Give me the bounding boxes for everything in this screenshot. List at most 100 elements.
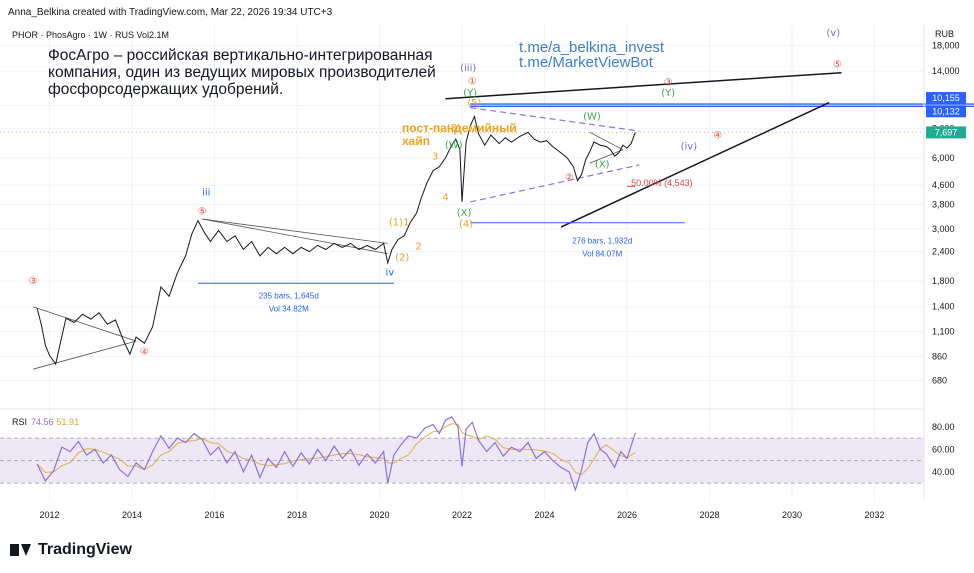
x-tick-label: 2032 (864, 510, 884, 520)
wave-label: (3) (447, 123, 461, 134)
small-triangle-line (589, 132, 624, 151)
symbol-info[interactable]: PHOR · PhosAgro · 1W · RUS Vol2.1M (12, 30, 170, 40)
y-tick-label: 1,100 (932, 326, 955, 336)
y-tick-label: 3,000 (932, 224, 955, 234)
wave-label: (5) (467, 98, 481, 109)
hype-note: пост-пандемийный хайп (402, 122, 517, 148)
wave-label: 2 (416, 241, 422, 252)
wave-label: (2) (395, 252, 409, 263)
hype-line: хайп (402, 134, 430, 148)
triangle-lower-line (470, 164, 640, 203)
wave-label: (W) (445, 140, 463, 151)
y-tick-label: 1,800 (932, 276, 955, 286)
x-tick-label: 2024 (534, 510, 554, 520)
price-tag-label: 10,155 (932, 93, 960, 103)
wave-label: ⑤ (198, 206, 207, 217)
wave-label: (Y) (661, 88, 675, 99)
drawings-layer (0, 71, 974, 370)
company-description: ФосАгро – российская вертикально-интегри… (48, 47, 488, 98)
y-tick-label: 4,600 (932, 180, 955, 190)
rsi-axis: 40.00 60.00 80.00 (932, 422, 955, 477)
measure-label: 235 bars, 1,645d (259, 291, 319, 300)
price-tag-bg (926, 105, 966, 118)
x-tick-label: 2012 (39, 510, 59, 520)
wave-label: 1 (403, 217, 409, 228)
fib-label: 50.00% (4,543) (631, 178, 693, 188)
wedge-line (32, 340, 137, 370)
wave-label: ④ (140, 347, 149, 358)
price-tags: 10,155 10,132 7,697 (926, 92, 966, 139)
wave-label: (iii) (460, 63, 476, 74)
brand-name: TradingView (38, 541, 132, 558)
wave-label: (4) (459, 219, 473, 230)
measure-volume-label: Vol 34.82M (269, 304, 309, 313)
y-tick-label: 3,800 (932, 200, 955, 210)
wave-label: ⑤ (833, 60, 842, 71)
x-tick-label: 2020 (369, 510, 389, 520)
wave-label: (W) (583, 111, 601, 122)
rsi-tick-label: 40.00 (932, 467, 955, 477)
y-tick-label: 6,000 (932, 153, 955, 163)
time-axis: 2012 2014 2016 2018 2020 2022 2024 2026 2028 2030… (39, 510, 884, 520)
measure-label: 276 bars, 1,932d (572, 236, 632, 245)
rsi-name: RSI (12, 417, 28, 427)
currency-label[interactable]: RUB (935, 29, 955, 39)
y-tick-label: 14,000 (932, 66, 960, 76)
wave-label: (v) (826, 28, 840, 39)
description-line: ФосАгро – российская вертикально-интегри… (48, 47, 433, 64)
hype-line: пост-пандемийный (402, 121, 517, 135)
wedge-line (32, 306, 137, 342)
wave-label: (Y) (463, 88, 477, 99)
rsi-line (36, 416, 636, 492)
wave-label: (X) (457, 208, 472, 219)
description-line: фосфорсодержащих удобрений. (48, 81, 284, 98)
y-tick-label: 860 (932, 352, 947, 362)
attribution: Anna_Belkina created with TradingView.co… (8, 7, 333, 18)
x-tick-label: 2014 (122, 510, 142, 520)
price-grid (0, 25, 924, 500)
wave-label: ② (565, 173, 574, 184)
rsi-tick-label: 60.00 (932, 444, 955, 454)
wave-label: iii (202, 188, 210, 199)
pane-separator (0, 25, 925, 500)
y-tick-label: 18,000 (932, 41, 960, 51)
price-tag-label: 10,132 (932, 106, 960, 116)
tradingview-logo-icon (10, 544, 32, 556)
price-line (36, 114, 636, 366)
price-tag-label: 7,697 (935, 127, 958, 137)
x-tick-label: 2016 (204, 510, 224, 520)
x-tick-label: 2030 (782, 510, 802, 520)
rsi-pane: 40.00 60.00 80.00 (0, 416, 955, 492)
rsi-legend[interactable]: RSI 74.56 51.91 (12, 417, 79, 427)
wave-label: (1) (389, 217, 403, 228)
x-tick-label: 2026 (617, 510, 637, 520)
telegram-link-bot[interactable]: t.me/MarketViewBot (519, 54, 653, 71)
lower-channel-line (560, 101, 830, 228)
x-tick-label: 2018 (287, 510, 307, 520)
rsi-tick-label: 80.00 (932, 422, 955, 432)
telegram-link-invest[interactable]: t.me/a_belkina_invest (519, 39, 665, 56)
wave-label: (iv) (681, 142, 698, 153)
x-tick-label: 2028 (699, 510, 719, 520)
triangle-line (202, 218, 388, 244)
tradingview-logo: TradingView (10, 541, 132, 559)
price-tag-bg (926, 92, 966, 105)
price-tag-bg (926, 126, 966, 139)
wave-label: (X) (595, 160, 610, 171)
rsi-ma-value: 51.91 (56, 417, 80, 427)
upper-channel-line (445, 71, 842, 100)
description-line: компания, один из ведущих мировых произв… (48, 64, 436, 81)
wave-label: 3 (432, 152, 438, 163)
wave-label: ① (468, 76, 477, 87)
x-tick-label: 2022 (452, 510, 472, 520)
y-tick-label: 2,400 (932, 247, 955, 257)
measure-volume-label: Vol 84.07M (582, 249, 622, 258)
triangle-upper-line (470, 107, 640, 132)
y-tick-label: 680 (932, 376, 947, 386)
wave-label: ③ (664, 77, 673, 88)
y-tick-label: 1,400 (932, 302, 955, 312)
wave-label: 4 (442, 193, 448, 204)
